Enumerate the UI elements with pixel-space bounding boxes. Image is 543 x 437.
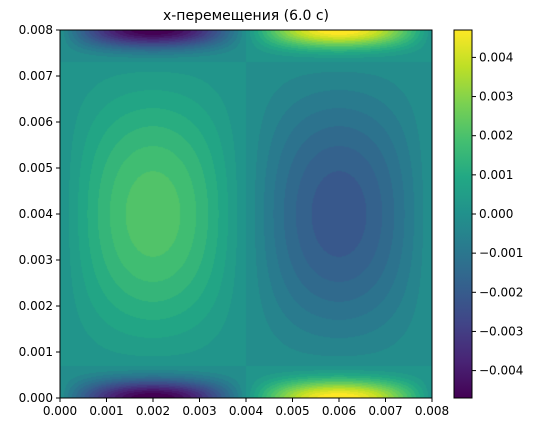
y-tick-label: 0.000 xyxy=(19,391,53,405)
colorbar-tick-label: 0.001 xyxy=(479,168,513,182)
x-tick-label: 0.008 xyxy=(415,404,449,418)
colorbar-gradient xyxy=(454,30,472,398)
x-tick-label: 0.005 xyxy=(275,404,309,418)
colorbar: 0.004 0.003 0.002 0.001 0.000 −0.001 −0.002 −0.… xyxy=(453,29,523,399)
colorbar-tick-label: 0.004 xyxy=(479,50,513,64)
x-tick-label: 0.003 xyxy=(182,404,216,418)
x-tick-label: 0.004 xyxy=(229,404,263,418)
colorbar-tick-label: −0.001 xyxy=(479,246,523,260)
colorbar-tick-label: 0.000 xyxy=(479,207,513,221)
colorbar-tick-label: −0.002 xyxy=(479,285,523,299)
y-tick-label: 0.007 xyxy=(19,69,53,83)
y-axis: 0.000 0.001 0.002 0.003 0.004 0.005 0.006 0.007… xyxy=(19,23,60,405)
plot-area xyxy=(59,29,433,399)
y-tick-label: 0.006 xyxy=(19,115,53,129)
x-tick-label: 0.006 xyxy=(322,404,356,418)
x-axis: 0.000 0.001 0.002 0.003 0.004 0.005 0.006 0.007… xyxy=(43,398,449,418)
colorbar-tick-label: −0.004 xyxy=(479,364,523,378)
y-tick-label: 0.005 xyxy=(19,161,53,175)
y-tick-label: 0.008 xyxy=(19,23,53,37)
x-tick-label: 0.001 xyxy=(89,404,123,418)
y-tick-label: 0.001 xyxy=(19,345,53,359)
y-tick-label: 0.003 xyxy=(19,253,53,267)
colorbar-tick-label: −0.003 xyxy=(479,324,523,338)
colorbar-tick-label: 0.003 xyxy=(479,90,513,104)
colorbar-tick-label: 0.002 xyxy=(479,129,513,143)
x-tick-label: 0.007 xyxy=(368,404,402,418)
y-tick-label: 0.004 xyxy=(19,207,53,221)
x-tick-label: 0.000 xyxy=(43,404,77,418)
heatmap-image xyxy=(60,30,432,398)
y-tick-label: 0.002 xyxy=(19,299,53,313)
x-tick-label: 0.002 xyxy=(136,404,170,418)
chart-title: x-перемещения (6.0 c) xyxy=(163,8,329,24)
